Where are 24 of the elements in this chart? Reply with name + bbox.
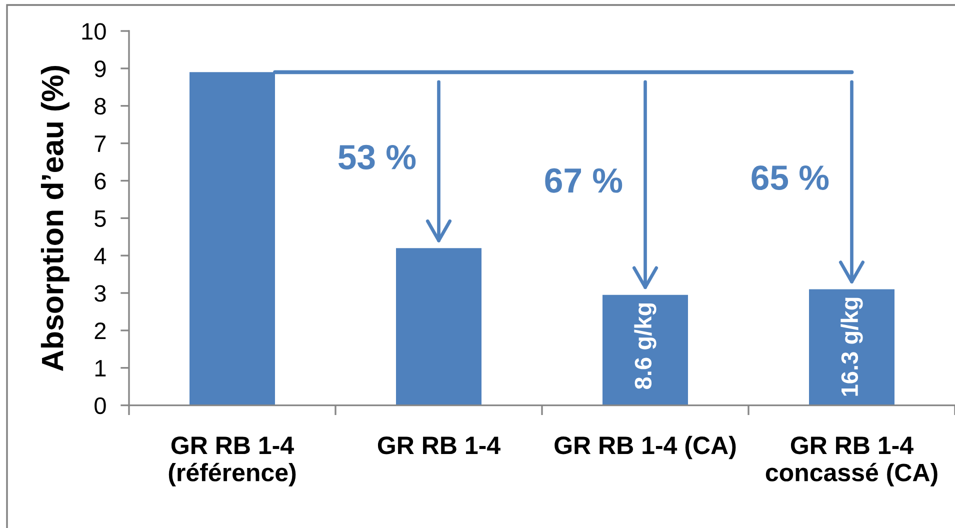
x-tick-label: GR RB 1-4 bbox=[378, 436, 500, 454]
annotation: 8.6 g/kg bbox=[634, 303, 656, 389]
x-tick-label: GR RB 1-4 (CA) bbox=[554, 436, 736, 460]
y-tick-label: 9 bbox=[94, 60, 106, 78]
y-tick-label: 4 bbox=[94, 248, 106, 264]
y-tick-label: 7 bbox=[94, 136, 106, 152]
y-tick-label: 8 bbox=[94, 98, 106, 115]
bar bbox=[396, 248, 482, 406]
x-tick-label: GR RB 1-4 (référence) bbox=[168, 436, 296, 486]
y-tick-label: 6 bbox=[94, 172, 106, 190]
annotation: 65 % bbox=[752, 165, 829, 190]
annotation: 53 % bbox=[338, 144, 416, 170]
y-tick-label: 10 bbox=[82, 23, 106, 40]
y-axis-title: Absorption d’eau (%) bbox=[40, 66, 70, 371]
y-tick-label: 3 bbox=[94, 285, 106, 302]
y-tick-label: 2 bbox=[94, 322, 106, 339]
bar bbox=[602, 294, 688, 406]
annotation: 16.3 g/kg bbox=[840, 298, 863, 396]
annotation: 67 % bbox=[545, 168, 622, 193]
x-tick-label: GR RB 1-4 concassé (CA) bbox=[766, 436, 938, 486]
y-tick-label: 1 bbox=[95, 360, 106, 376]
bar bbox=[809, 289, 894, 406]
y-tick-label: 0 bbox=[94, 397, 106, 414]
y-tick-label: 5 bbox=[94, 210, 106, 227]
